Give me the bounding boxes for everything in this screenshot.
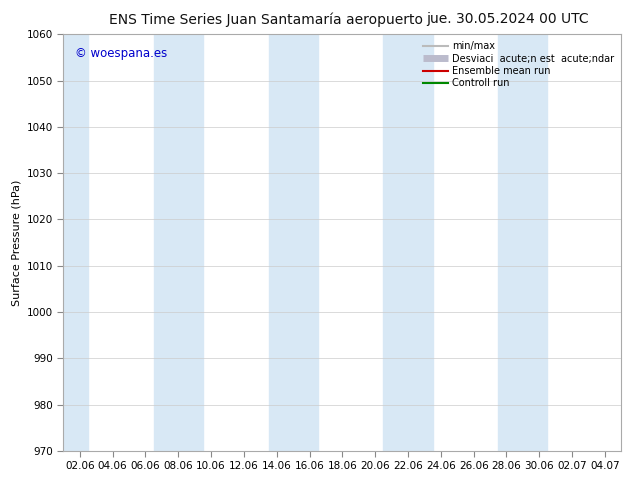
Text: ENS Time Series Juan Santamaría aeropuerto: ENS Time Series Juan Santamaría aeropuer… — [109, 12, 424, 27]
Bar — [498, 34, 548, 451]
Text: © woespana.es: © woespana.es — [75, 47, 167, 60]
Bar — [384, 34, 432, 451]
Bar — [269, 34, 318, 451]
Legend: min/max, Desviaci  acute;n est  acute;ndar, Ensemble mean run, Controll run: min/max, Desviaci acute;n est acute;ndar… — [421, 39, 616, 90]
Bar — [39, 34, 88, 451]
Y-axis label: Surface Pressure (hPa): Surface Pressure (hPa) — [11, 179, 21, 306]
Text: jue. 30.05.2024 00 UTC: jue. 30.05.2024 00 UTC — [426, 12, 588, 26]
Bar — [153, 34, 203, 451]
